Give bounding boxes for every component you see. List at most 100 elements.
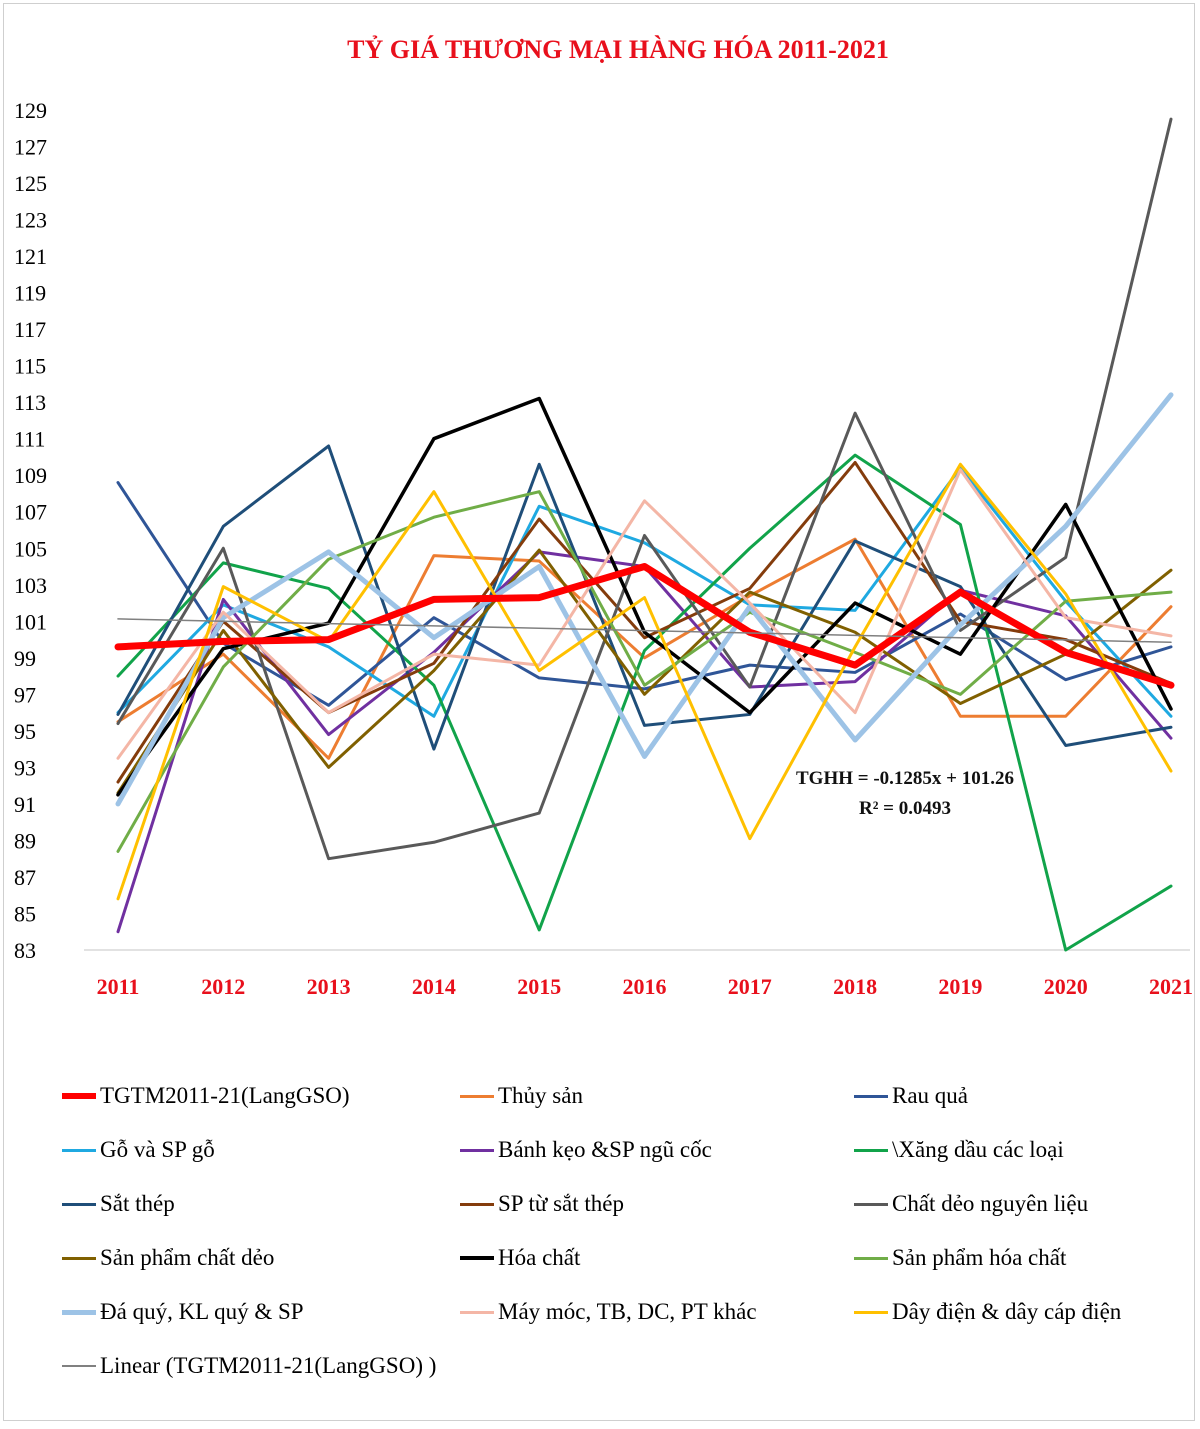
y-tick-label: 113	[14, 390, 46, 415]
x-tick-label: 2021	[1149, 974, 1193, 999]
y-tick-label: 117	[14, 317, 46, 342]
legend-swatch	[854, 1256, 888, 1260]
legend-swatch	[460, 1310, 494, 1314]
legend-swatch	[62, 1309, 96, 1315]
y-tick-label: 89	[14, 828, 36, 853]
series-line-15	[117, 618, 1172, 644]
series-line-8	[116, 548, 1173, 795]
series-line-14	[114, 563, 1175, 689]
legend-label: TGTM2011-21(LangGSO)	[100, 1083, 350, 1108]
series-line-9	[116, 396, 1173, 797]
x-tick-label: 2015	[517, 974, 561, 999]
legend-item: Sắt thép	[62, 1184, 175, 1224]
legend-swatch	[460, 1094, 494, 1098]
x-tick-label: 2011	[97, 974, 140, 999]
legend-item: Thủy sản	[460, 1076, 583, 1116]
legend-label: Rau quả	[892, 1083, 969, 1108]
y-tick-label: 105	[14, 536, 47, 561]
y-tick-label: 107	[14, 500, 47, 525]
legend-swatch	[62, 1202, 96, 1206]
y-axis: 83 85 87 89 91 93 95 97 99 101 103 105 107 109 111 113 1…	[14, 98, 47, 963]
y-tick-label: 83	[14, 938, 36, 963]
y-tick-label: 101	[14, 609, 47, 634]
y-tick-label: 121	[14, 244, 47, 269]
series-line-6	[116, 460, 1173, 784]
legend-item: Linear (TGTM2011-21(LangGSO) )	[62, 1346, 436, 1386]
trendline-equation: TGHH = -0.1285x + 101.26	[796, 768, 1014, 789]
y-tick-label: 103	[14, 573, 47, 598]
y-tick-label: 123	[14, 208, 47, 233]
legend-item: Sản phẩm hóa chất	[854, 1238, 1066, 1278]
legend-item: \Xăng dầu các loại	[854, 1130, 1064, 1170]
legend-item: Rau quả	[854, 1076, 968, 1116]
y-tick-label: 119	[14, 281, 46, 306]
legend-swatch	[62, 1148, 96, 1152]
y-tick-label: 93	[14, 755, 36, 780]
y-tick-label: 87	[14, 865, 36, 890]
chart-title: TỶ GIÁ THƯƠNG MẠI HÀNG HÓA 2011-2021	[347, 35, 889, 64]
legend-label: Đá quý, KL quý & SP	[100, 1299, 304, 1324]
y-tick-label: 99	[14, 646, 36, 671]
y-tick-label: 109	[14, 463, 47, 488]
x-tick-label: 2019	[938, 974, 982, 999]
y-tick-label: 127	[14, 135, 47, 160]
x-tick-label: 2016	[623, 974, 667, 999]
legend-swatch	[854, 1148, 888, 1152]
x-tick-label: 2018	[833, 974, 877, 999]
x-tick-label: 2013	[307, 974, 351, 999]
legend-item: Dây điện & dây cáp điện	[854, 1292, 1121, 1332]
legend-swatch	[62, 1093, 96, 1099]
legend-label: \Xăng dầu các loại	[892, 1137, 1064, 1162]
series-line-13	[116, 462, 1173, 901]
y-tick-label: 95	[14, 719, 36, 744]
legend-item: Đá quý, KL quý & SP	[62, 1292, 304, 1332]
legend-item: TGTM2011-21(LangGSO)	[62, 1076, 350, 1116]
y-tick-label: 111	[14, 427, 45, 452]
y-tick-label: 125	[14, 171, 47, 196]
legend-item: SP từ sắt thép	[460, 1184, 624, 1224]
series-line-10	[116, 490, 1173, 853]
legend-label: Sắt thép	[100, 1191, 175, 1216]
legend-swatch	[460, 1202, 494, 1206]
legend-swatch	[62, 1365, 96, 1367]
legend-label: SP từ sắt thép	[498, 1191, 624, 1216]
legend-item: Chất dẻo nguyên liệu	[854, 1184, 1088, 1224]
x-tick-label: 2014	[412, 974, 456, 999]
x-tick-label: 2017	[728, 974, 772, 999]
legend-swatch	[460, 1256, 494, 1260]
x-axis: 2011 2012 2013 2014 2015 2016 2017 2018 2019 2020…	[97, 974, 1193, 999]
legend-swatch	[854, 1202, 888, 1206]
legend-label: Máy móc, TB, DC, PT khác	[498, 1299, 757, 1324]
x-tick-label: 2020	[1044, 974, 1088, 999]
series-layer	[114, 117, 1175, 952]
legend-label: Sản phẩm hóa chất	[892, 1245, 1067, 1270]
legend-label: Gỗ và SP gỗ	[100, 1137, 215, 1162]
legend-label: Chất dẻo nguyên liệu	[892, 1191, 1089, 1216]
legend-label: Dây điện & dây cáp điện	[892, 1299, 1122, 1324]
series-line-11	[115, 392, 1174, 807]
x-tick-label: 2012	[201, 974, 245, 999]
legend-item: Sản phẩm chất dẻo	[62, 1238, 274, 1278]
line-chart: TỶ GIÁ THƯƠNG MẠI HÀNG HÓA 2011-2021 838…	[14, 35, 1193, 999]
trendline-r-squared: R² = 0.0493	[859, 798, 951, 819]
legend-item: Hóa chất	[460, 1238, 580, 1278]
legend-label: Linear (TGTM2011-21(LangGSO) )	[100, 1353, 437, 1378]
legend-label: Bánh kẹo &SP ngũ cốc	[498, 1137, 712, 1162]
series-line-5	[116, 444, 1173, 751]
series-line-1	[116, 481, 1173, 707]
legend-swatch	[854, 1310, 888, 1314]
y-tick-label: 129	[14, 98, 47, 123]
series-line-12	[116, 468, 1173, 760]
legend-item: Gỗ và SP gỗ	[62, 1130, 215, 1170]
legend-item: Bánh kẹo &SP ngũ cốc	[460, 1130, 712, 1170]
y-tick-label: 85	[14, 901, 36, 926]
legend-swatch	[62, 1256, 96, 1260]
y-tick-label: 97	[14, 682, 36, 707]
y-tick-label: 91	[14, 792, 36, 817]
legend-item: Máy móc, TB, DC, PT khác	[460, 1292, 757, 1332]
legend-swatch	[460, 1148, 494, 1152]
y-tick-label: 115	[14, 354, 46, 379]
legend-swatch	[854, 1094, 888, 1098]
series-line-7	[116, 117, 1173, 861]
series-line-4	[116, 453, 1173, 952]
